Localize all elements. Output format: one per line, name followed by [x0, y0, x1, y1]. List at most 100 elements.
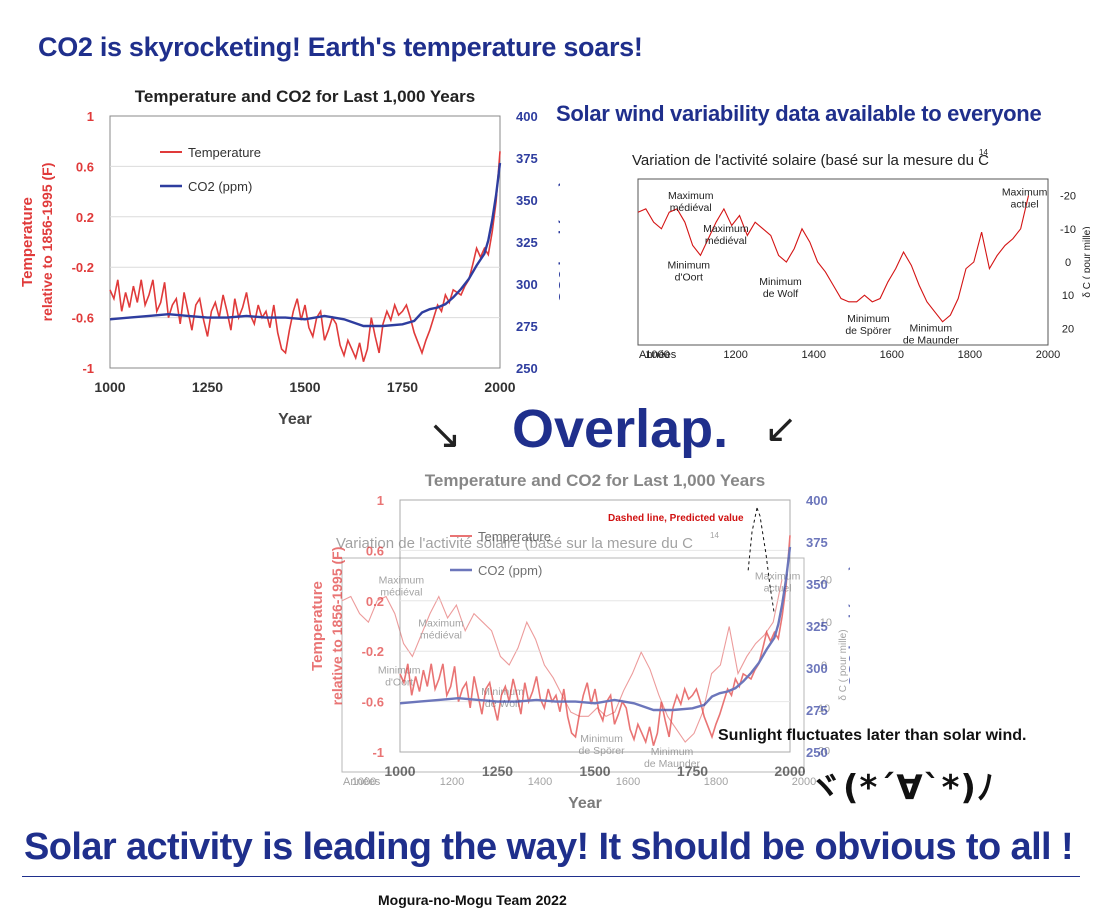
c1-legend-co2-label: CO2 (ppm)	[188, 179, 252, 194]
c2-x-tick-label: 1400	[801, 349, 825, 361]
c3-solar-y-tick-label: -10	[816, 617, 832, 629]
c1-plot-frame	[109, 115, 501, 369]
predicted-dashed-line-solar	[747, 507, 758, 573]
c2-annotation-label: Minimum	[759, 276, 802, 288]
c3-y2-tick-label: 350	[806, 577, 828, 592]
c1-title: Temperature and CO2 for Last 1,000 Years	[135, 87, 475, 106]
c1-group: Temperature and CO2 for Last 1,000 Years…	[19, 87, 560, 428]
top-headline: CO2 is skyrocketing! Earth's temperature…	[38, 32, 643, 62]
c3-legend-co2-label: CO2 (ppm)	[478, 563, 542, 578]
c2-x-tick-label: 1200	[723, 349, 747, 361]
c3-y-tick-label: -0.2	[362, 644, 384, 659]
c2-annotation-label: Minimum	[667, 260, 710, 272]
team-credit: Mogura-no-Mogu Team 2022	[378, 892, 567, 908]
c3-solar-annotation-label: Maximum	[755, 570, 801, 582]
c3-solar-x-tick-label: 1800	[704, 776, 728, 788]
c1-y-tick-label: -0.2	[72, 260, 94, 275]
c3-y2-axis-label: CO2 level (ppm)	[847, 565, 850, 687]
c3-group: Temperature and CO2 for Last 1,000 Years…	[309, 471, 850, 812]
c2-annotation-label: actuel	[1011, 199, 1039, 211]
c3-legend-temperature-label: Temperature	[478, 529, 551, 544]
c3-solar-x-axis-label: Années	[343, 776, 381, 788]
c2-solar-activity-line	[637, 195, 1030, 323]
c3-solar-annotation-label: Maximum	[379, 575, 425, 587]
c2-x-tick-label: 2000	[1036, 349, 1060, 361]
c2-x-tick-label: 1800	[958, 349, 982, 361]
c2-y-tick-label: -10	[1060, 224, 1076, 236]
c3-solar-annotation-label: médiéval	[420, 629, 462, 641]
c2-annotation-label: Maximum	[703, 223, 749, 235]
c3-solar-solar-activity-line	[341, 579, 783, 743]
c2-annotation-label: Maximum	[1002, 187, 1048, 199]
c3-solar-annotation-label: actuel	[764, 582, 792, 594]
c3-solar-y-tick-label: -20	[816, 574, 832, 586]
c3-y2-tick-label: 275	[806, 703, 828, 718]
c3-solar-y-tick-label: 20	[818, 746, 830, 758]
c3-x-tick-label: 1000	[384, 763, 415, 779]
c1-y2-tick-label: 300	[516, 277, 538, 292]
c2-annotation-label: Minimum	[847, 313, 890, 325]
c3-y2-tick-label: 375	[806, 535, 828, 550]
c2-plot-frame	[637, 178, 1049, 346]
c3-y-tick-label: 0.6	[366, 543, 384, 558]
c3-solar-y-tick-label: 10	[818, 703, 830, 715]
c3-x-tick-label: 2000	[774, 763, 805, 779]
c2-annotation-label: de Spörer	[845, 325, 892, 337]
c3-solar-annotation-label: Minimum	[378, 665, 421, 677]
c3-solar-group: Variation de l'activité solaire (basé su…	[336, 531, 849, 788]
c3-solar-y-tick-label: 0	[821, 660, 827, 672]
temp-co2-chart: Temperature and CO2 for Last 1,000 Years…	[19, 87, 560, 428]
c2-x-tick-label: 1000	[645, 349, 669, 361]
arrow-down-right-icon: ↘	[428, 412, 462, 458]
c2-title: Variation de l'activité solaire (basé su…	[632, 152, 989, 169]
c1-x-tick-label: 1750	[387, 379, 418, 395]
bottom-headline: Solar activity is leading the way! It sh…	[24, 826, 1074, 868]
c1-y-tick-label: 0.6	[76, 159, 94, 174]
c3-y-tick-label: -0.6	[362, 695, 384, 710]
predicted-dashed-line-co2	[756, 507, 775, 613]
c2-title-superscript: 14	[979, 148, 988, 157]
c3-title: Temperature and CO2 for Last 1,000 Years	[425, 471, 765, 490]
c3-solar-x-tick-label: 1000	[352, 776, 376, 788]
c1-y2-tick-label: 275	[516, 319, 538, 334]
c1-y2-tick-label: 350	[516, 193, 538, 208]
c1-x-tick-label: 1000	[94, 379, 125, 395]
c1-y2-tick-label: 250	[516, 361, 538, 376]
c3-solar-annotation-label: de Maunder	[644, 758, 701, 770]
c2-annotation-label: d'Oort	[675, 272, 703, 284]
solar-activity-chart: Variation de l'activité solaire (basé su…	[632, 148, 1090, 361]
overlap-chart: Variation de l'activité solaire (basé su…	[309, 471, 850, 812]
overlap-label: Overlap.	[512, 399, 729, 459]
c3-solar-title: Variation de l'activité solaire (basé su…	[336, 535, 693, 552]
predicted-value-note: Dashed line, Predicted value	[608, 513, 744, 524]
c1-x-tick-label: 1250	[192, 379, 223, 395]
c2-x-tick-label: 1600	[880, 349, 904, 361]
c3-solar-y-axis-label: δ C ( pour mille)	[838, 629, 849, 700]
c3-solar-title-superscript: 14	[710, 531, 719, 540]
c1-y-axis-label: Temperature	[19, 197, 36, 287]
c3-solar-x-tick-label: 1600	[616, 776, 640, 788]
c1-temperature-line	[109, 151, 501, 362]
c1-y-tick-label: -0.6	[72, 311, 94, 326]
c1-y2-axis-label: CO2 level (ppm)	[557, 181, 560, 303]
c1-y-tick-label: 1	[87, 109, 94, 124]
c2-annotation-label: médiéval	[705, 235, 747, 247]
c2-annotation-label: médiéval	[670, 202, 712, 214]
c3-y-tick-label: 1	[377, 493, 384, 508]
c2-y-axis-label: δ C ( pour mille)	[1082, 226, 1090, 297]
c2-annotation-label: de Wolf	[763, 288, 798, 300]
c2-group: Variation de l'activité solaire (basé su…	[632, 148, 1090, 361]
c3-y2-tick-label: 325	[806, 619, 828, 634]
c3-plot-frame	[399, 499, 791, 753]
c3-x-tick-label: 1500	[579, 763, 610, 779]
c1-legend-temperature-label: Temperature	[188, 145, 261, 160]
c2-y-tick-label: 0	[1065, 257, 1071, 269]
c2-annotation-label: Minimum	[910, 323, 953, 335]
c3-solar-x-tick-label: 2000	[792, 776, 816, 788]
c3-solar-x-tick-label: 1200	[440, 776, 464, 788]
c3-solar-x-tick-label: 1400	[528, 776, 552, 788]
c2-annotation-label: de Maunder	[903, 335, 960, 347]
c3-solar-annotation-label: de Spörer	[579, 745, 626, 757]
c1-y-axis-label: relative to 1856-1995 (F)	[39, 163, 55, 322]
sunlight-note: Sunlight fluctuates later than solar win…	[718, 727, 1027, 744]
